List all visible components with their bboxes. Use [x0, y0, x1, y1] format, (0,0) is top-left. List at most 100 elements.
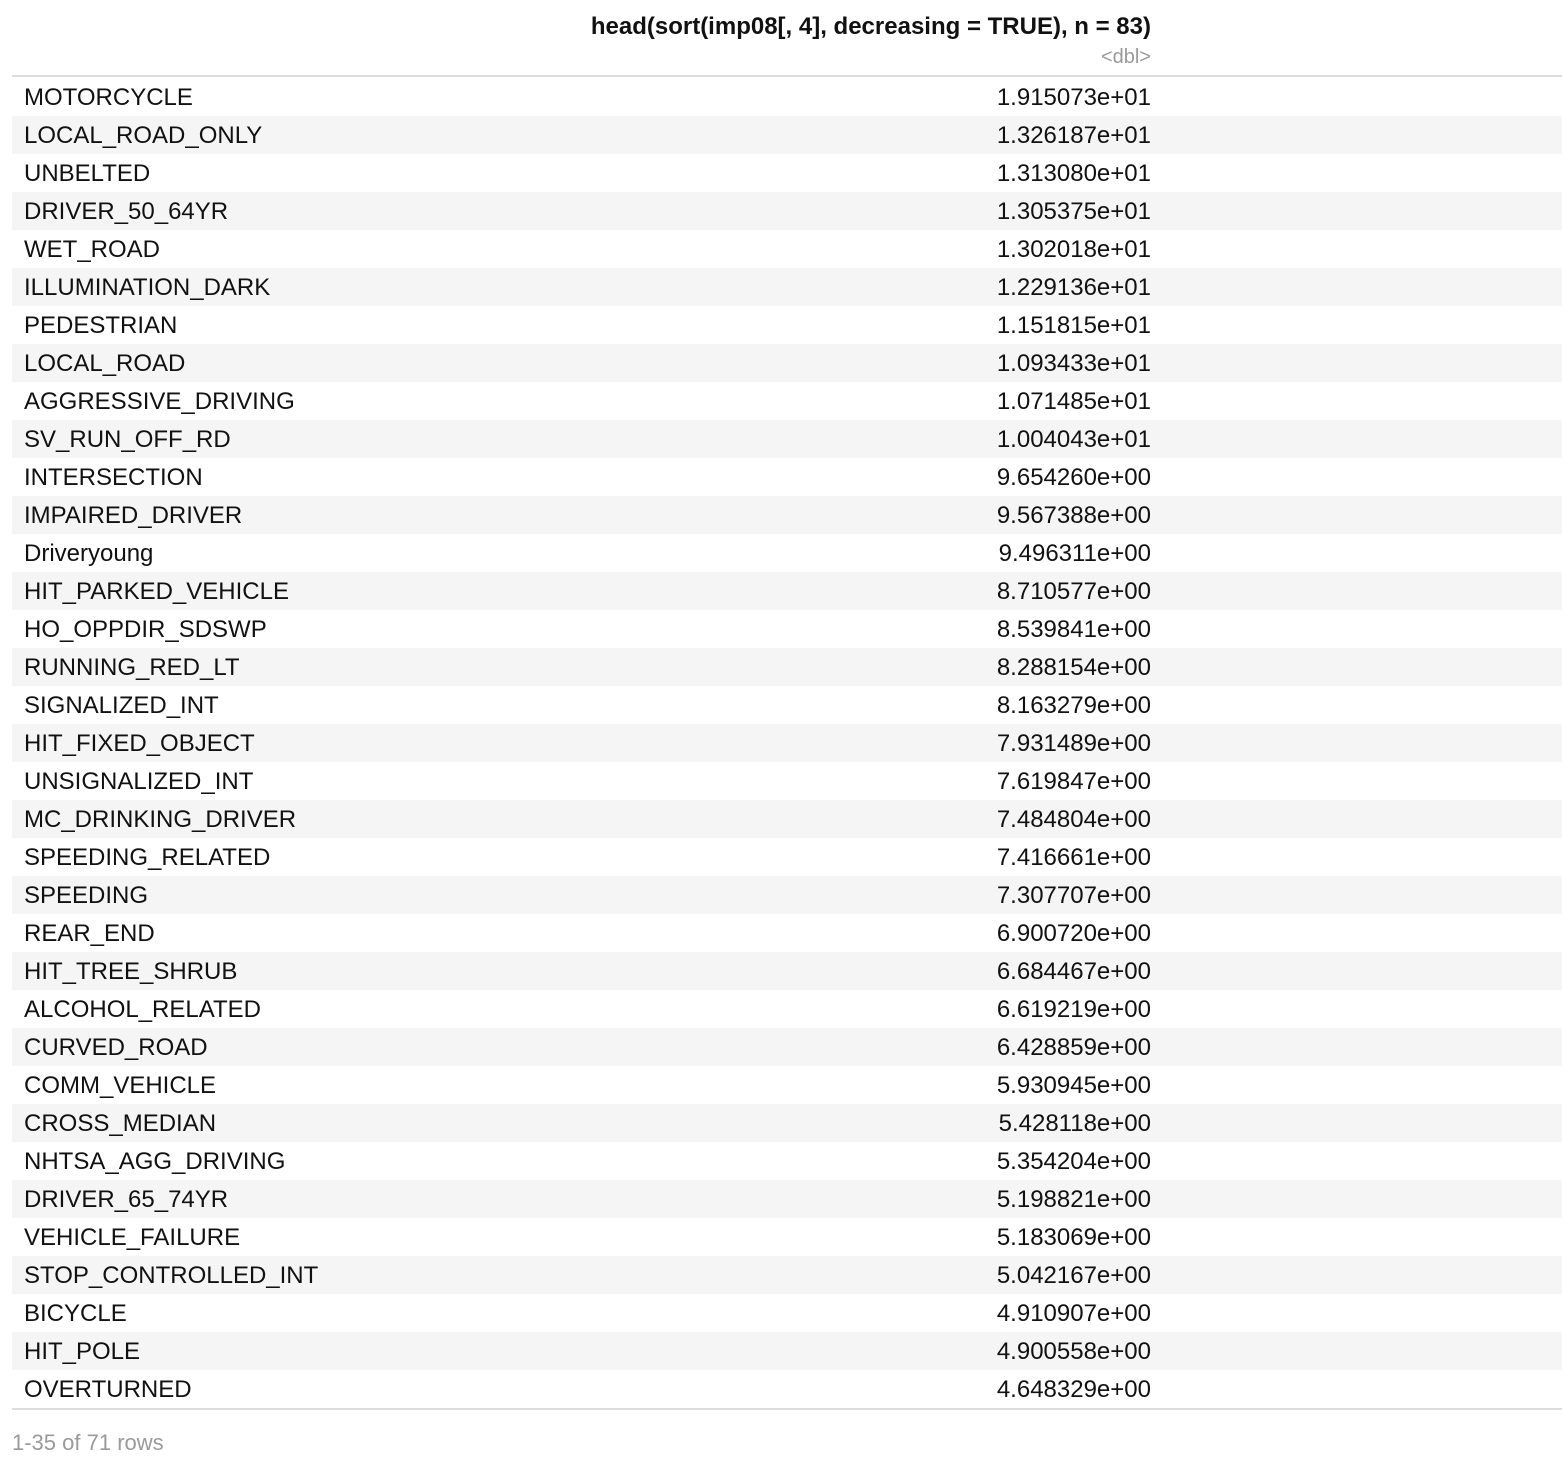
table-row: NHTSA_AGG_DRIVING 5.354204e+00 [12, 1142, 1562, 1180]
row-name-cell: SPEEDING_RELATED [24, 844, 271, 871]
row-name-cell: CURVED_ROAD [24, 1034, 208, 1061]
table-row: Driveryoung 9.496311e+00 [12, 534, 1562, 572]
row-name-cell: SV_RUN_OFF_RD [24, 426, 231, 453]
table-row: HIT_PARKED_VEHICLE 8.710577e+00 [12, 572, 1562, 610]
row-name-cell: VEHICLE_FAILURE [24, 1224, 241, 1251]
row-value-cell: 5.183069e+00 [996, 1224, 1151, 1251]
row-name-cell: LOCAL_ROAD [24, 350, 186, 377]
row-value-cell: 9.654260e+00 [996, 464, 1151, 491]
row-name-cell: CROSS_MEDIAN [24, 1110, 217, 1137]
row-name-cell: PEDESTRIAN [24, 312, 178, 339]
row-value-cell: 1.302018e+01 [996, 236, 1151, 263]
data-frame-table: head(sort(imp08[, 4], decreasing = TRUE)… [12, 0, 1562, 1408]
row-name-cell: INTERSECTION [24, 464, 203, 491]
row-value-cell: 1.229136e+01 [996, 274, 1151, 301]
row-name-cell: ALCOHOL_RELATED [24, 996, 261, 1023]
table-row: SPEEDING 7.307707e+00 [12, 876, 1562, 914]
row-name-cell: MOTORCYCLE [24, 84, 193, 111]
table-row: DRIVER_65_74YR 5.198821e+00 [12, 1180, 1562, 1218]
row-name-cell: SIGNALIZED_INT [24, 692, 219, 719]
row-count-footer: 1-35 of 71 rows [12, 1430, 164, 1455]
row-value-cell: 4.900558e+00 [996, 1338, 1151, 1365]
table-row: IMPAIRED_DRIVER 9.567388e+00 [12, 496, 1562, 534]
table-row: RUNNING_RED_LT 8.288154e+00 [12, 648, 1562, 686]
table-row: CROSS_MEDIAN 5.428118e+00 [12, 1104, 1562, 1142]
row-name-cell: REAR_END [24, 920, 155, 947]
row-value-cell: 6.900720e+00 [996, 920, 1151, 947]
table-row: HIT_POLE 4.900558e+00 [12, 1332, 1562, 1370]
row-name-cell: HIT_TREE_SHRUB [24, 958, 238, 985]
table-row: DRIVER_50_64YR 1.305375e+01 [12, 192, 1562, 230]
row-value-cell: 7.931489e+00 [996, 730, 1151, 757]
row-value-cell: 9.567388e+00 [996, 502, 1151, 529]
table-row: UNSIGNALIZED_INT 7.619847e+00 [12, 762, 1562, 800]
table-header: head(sort(imp08[, 4], decreasing = TRUE)… [12, 0, 1562, 77]
table-row: SPEEDING_RELATED 7.416661e+00 [12, 838, 1562, 876]
table-body: MOTORCYCLE 1.915073e+01 LOCAL_ROAD_ONLY 1.3… [12, 78, 1562, 1408]
table-row: STOP_CONTROLLED_INT 5.042167e+00 [12, 1256, 1562, 1294]
table-row: HIT_FIXED_OBJECT 7.931489e+00 [12, 724, 1562, 762]
table-bottom-divider [12, 1408, 1562, 1410]
row-value-cell: 7.416661e+00 [996, 844, 1151, 871]
table-row: PEDESTRIAN 1.151815e+01 [12, 306, 1562, 344]
row-value-cell: 7.484804e+00 [996, 806, 1151, 833]
table-row: VEHICLE_FAILURE 5.183069e+00 [12, 1218, 1562, 1256]
table-row: ALCOHOL_RELATED 6.619219e+00 [12, 990, 1562, 1028]
column-header[interactable]: head(sort(imp08[, 4], decreasing = TRUE)… [590, 13, 1151, 40]
row-value-cell: 6.684467e+00 [996, 958, 1151, 985]
row-value-cell: 4.910907e+00 [996, 1300, 1151, 1327]
table-row: MOTORCYCLE 1.915073e+01 [12, 78, 1562, 116]
table-row: WET_ROAD 1.302018e+01 [12, 230, 1562, 268]
table-row: COMM_VEHICLE 5.930945e+00 [12, 1066, 1562, 1104]
row-value-cell: 1.071485e+01 [996, 388, 1151, 415]
row-value-cell: 8.163279e+00 [996, 692, 1151, 719]
row-value-cell: 1.326187e+01 [996, 122, 1151, 149]
table-row: HO_OPPDIR_SDSWP 8.539841e+00 [12, 610, 1562, 648]
table-row: ILLUMINATION_DARK 1.229136e+01 [12, 268, 1562, 306]
row-value-cell: 1.093433e+01 [996, 350, 1151, 377]
row-value-cell: 5.198821e+00 [996, 1186, 1151, 1213]
row-name-cell: HO_OPPDIR_SDSWP [24, 616, 267, 643]
row-value-cell: 6.619219e+00 [996, 996, 1151, 1023]
row-name-cell: AGGRESSIVE_DRIVING [24, 388, 295, 415]
table-row: REAR_END 6.900720e+00 [12, 914, 1562, 952]
row-name-cell: DRIVER_50_64YR [24, 198, 229, 225]
table-row: HIT_TREE_SHRUB 6.684467e+00 [12, 952, 1562, 990]
row-name-cell: UNSIGNALIZED_INT [24, 768, 254, 795]
table-row: OVERTURNED 4.648329e+00 [12, 1370, 1562, 1408]
row-name-cell: LOCAL_ROAD_ONLY [24, 122, 263, 149]
table-row: BICYCLE 4.910907e+00 [12, 1294, 1562, 1332]
row-value-cell: 5.354204e+00 [996, 1148, 1151, 1175]
row-name-cell: HIT_PARKED_VEHICLE [24, 578, 289, 605]
table-row: LOCAL_ROAD 1.093433e+01 [12, 344, 1562, 382]
row-value-cell: 8.710577e+00 [996, 578, 1151, 605]
table-row: INTERSECTION 9.654260e+00 [12, 458, 1562, 496]
row-name-cell: UNBELTED [24, 160, 151, 187]
row-value-cell: 4.648329e+00 [996, 1376, 1151, 1403]
table-row: SIGNALIZED_INT 8.163279e+00 [12, 686, 1562, 724]
table-row: AGGRESSIVE_DRIVING 1.071485e+01 [12, 382, 1562, 420]
row-name-cell: STOP_CONTROLLED_INT [24, 1262, 319, 1289]
row-value-cell: 5.042167e+00 [996, 1262, 1151, 1289]
row-name-cell: BICYCLE [24, 1300, 127, 1327]
row-name-cell: COMM_VEHICLE [24, 1072, 217, 1099]
row-name-cell: SPEEDING [24, 882, 149, 909]
table-row: CURVED_ROAD 6.428859e+00 [12, 1028, 1562, 1066]
row-name-cell: WET_ROAD [24, 236, 161, 263]
row-value-cell: 7.307707e+00 [996, 882, 1151, 909]
row-name-cell: DRIVER_65_74YR [24, 1186, 229, 1213]
row-name-cell: RUNNING_RED_LT [24, 654, 240, 681]
table-row: LOCAL_ROAD_ONLY 1.326187e+01 [12, 116, 1562, 154]
table-row: MC_DRINKING_DRIVER 7.484804e+00 [12, 800, 1562, 838]
row-value-cell: 1.004043e+01 [996, 426, 1151, 453]
row-value-cell: 5.428118e+00 [998, 1110, 1151, 1137]
row-name-cell: Driveryoung [24, 540, 154, 567]
row-value-cell: 8.539841e+00 [996, 616, 1151, 643]
row-name-cell: ILLUMINATION_DARK [24, 274, 271, 301]
table-row: UNBELTED 1.313080e+01 [12, 154, 1562, 192]
column-type-label: <dbl> [1100, 46, 1151, 68]
row-value-cell: 8.288154e+00 [996, 654, 1151, 681]
row-name-cell: HIT_POLE [24, 1338, 141, 1365]
row-value-cell: 5.930945e+00 [996, 1072, 1151, 1099]
row-value-cell: 1.313080e+01 [996, 160, 1151, 187]
